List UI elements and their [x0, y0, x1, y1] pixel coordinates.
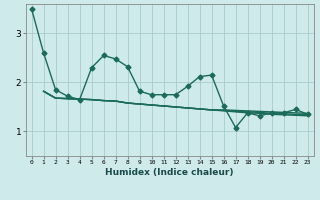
X-axis label: Humidex (Indice chaleur): Humidex (Indice chaleur) [105, 168, 234, 177]
